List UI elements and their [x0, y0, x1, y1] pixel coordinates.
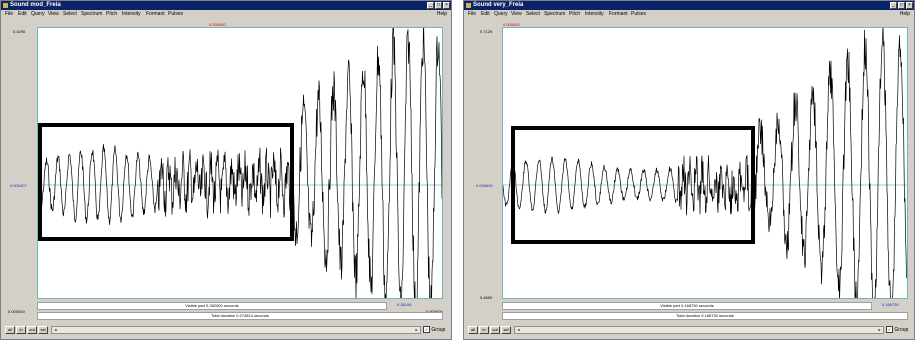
zoom-all-button[interactable]: all — [5, 326, 15, 334]
maximize-icon[interactable]: □ — [435, 2, 442, 9]
bottom-toolbar: all in out sel ◂ ▸ ✓ Group — [1, 324, 451, 338]
group-toggle[interactable]: ✓ Group — [423, 326, 445, 334]
waveform-area[interactable] — [502, 27, 908, 299]
window-title: Sound very_Freia — [473, 2, 524, 8]
visible-part-bar[interactable]: Visible part 0.168730 seconds — [502, 302, 872, 310]
menu-query[interactable]: Query — [494, 11, 508, 17]
menu-help[interactable]: Help — [436, 11, 447, 17]
menu-spectrum[interactable]: Spectrum — [544, 11, 566, 17]
zoom-out-button[interactable]: out — [27, 326, 37, 334]
app-icon — [3, 3, 8, 8]
cursor-time-label: 0.000000 — [503, 22, 520, 27]
minimize-icon[interactable]: _ — [427, 2, 434, 9]
menu-intensity[interactable]: Intensity — [585, 11, 604, 17]
scroll-right-icon[interactable]: ▸ — [415, 327, 418, 332]
total-duration-bar[interactable]: Total duration 0.168730 seconds — [502, 312, 908, 320]
zoom-all-button[interactable]: all — [468, 326, 478, 334]
visible-part-bar[interactable]: Visible part 0.282000 seconds — [37, 302, 387, 310]
x-end-label: 0.168730 — [882, 302, 899, 307]
x-total-end-label: 0.000000 — [426, 309, 443, 314]
menu-view[interactable]: View — [511, 11, 522, 17]
zoom-in-button[interactable]: in — [479, 326, 489, 334]
zoom-sel-button[interactable]: sel — [38, 326, 48, 334]
editor-panel: 0.000000 0.7129 0.000600 0.4600 0.000000… — [464, 19, 914, 320]
group-label: Group — [431, 327, 446, 333]
zoom-in-button[interactable]: in — [16, 326, 26, 334]
menu-spectrum[interactable]: Spectrum — [81, 11, 103, 17]
waveform-path — [38, 28, 442, 298]
menu-select[interactable]: Select — [63, 11, 77, 17]
y-zero-label: 0.000600 — [476, 183, 493, 188]
menu-pitch[interactable]: Pitch — [106, 11, 118, 17]
menu-edit[interactable]: Edit — [18, 11, 27, 17]
highlight-box — [511, 126, 755, 244]
horizontal-scrollbar[interactable]: ◂ ▸ — [51, 326, 421, 334]
scroll-right-icon[interactable]: ▸ — [878, 327, 881, 332]
menu-view[interactable]: View — [48, 11, 59, 17]
menu-select[interactable]: Select — [526, 11, 540, 17]
waveform-svg — [503, 28, 907, 298]
zoom-out-button[interactable]: out — [490, 326, 500, 334]
group-toggle[interactable]: ✓ Group — [886, 326, 908, 334]
menu-formant[interactable]: Formant — [146, 11, 165, 17]
title-bar: Sound very_Freia _ □ × — [464, 1, 914, 10]
sound-editor-window-right: Sound very_Freia _ □ × File Edit Query V… — [463, 0, 915, 340]
y-zero-label: 0.000407 — [10, 183, 27, 188]
zoom-sel-button[interactable]: sel — [501, 326, 511, 334]
menu-pulses[interactable]: Pulses — [631, 11, 647, 17]
total-duration-bar[interactable]: Total duration 0.274814 seconds — [37, 312, 443, 320]
window-title: Sound mod_Freia — [10, 2, 61, 8]
highlight-box — [38, 123, 294, 241]
editor-panel: 0.000000 0.4290 0.000407 0.000000 0.0000… — [1, 19, 451, 320]
group-label: Group — [894, 327, 909, 333]
waveform-path — [503, 28, 907, 298]
menu-pitch[interactable]: Pitch — [569, 11, 581, 17]
scroll-left-icon[interactable]: ◂ — [517, 327, 520, 332]
group-checkbox[interactable]: ✓ — [423, 326, 430, 334]
y-max-label: 0.7129 — [480, 29, 493, 34]
sound-editor-window-left: Sound mod_Freia _ □ × File Edit Query Vi… — [0, 0, 452, 340]
close-icon[interactable]: × — [906, 2, 913, 9]
menu-file[interactable]: File — [5, 11, 14, 17]
menu-formant[interactable]: Formant — [609, 11, 628, 17]
y-min-label: 0.4600 — [480, 295, 493, 300]
x-end-label: 0.28194 — [397, 302, 412, 307]
group-checkbox[interactable]: ✓ — [886, 326, 893, 334]
bottom-toolbar: all in out sel ◂ ▸ ✓ Group — [464, 324, 914, 338]
app-icon — [466, 3, 471, 8]
menu-intensity[interactable]: Intensity — [122, 11, 141, 17]
scroll-left-icon[interactable]: ◂ — [54, 327, 57, 332]
close-icon[interactable]: × — [443, 2, 450, 9]
waveform-area[interactable] — [37, 27, 443, 299]
x-total-start-label: 0.000000 — [8, 309, 25, 314]
title-bar: Sound mod_Freia _ □ × — [1, 1, 451, 10]
horizontal-scrollbar[interactable]: ◂ ▸ — [514, 326, 884, 334]
minimize-icon[interactable]: _ — [890, 2, 897, 9]
menu-pulses[interactable]: Pulses — [168, 11, 184, 17]
menu-query[interactable]: Query — [31, 11, 45, 17]
y-max-label: 0.4290 — [13, 29, 26, 34]
menu-bar: File Edit Query View Select Spectrum Pit… — [464, 10, 914, 19]
waveform-svg — [38, 28, 442, 298]
menu-edit[interactable]: Edit — [481, 11, 490, 17]
menu-help[interactable]: Help — [899, 11, 910, 17]
maximize-icon[interactable]: □ — [898, 2, 905, 9]
cursor-time-label: 0.000000 — [209, 22, 226, 27]
menu-file[interactable]: File — [468, 11, 477, 17]
menu-bar: File Edit Query View Select Spectrum Pit… — [1, 10, 451, 19]
